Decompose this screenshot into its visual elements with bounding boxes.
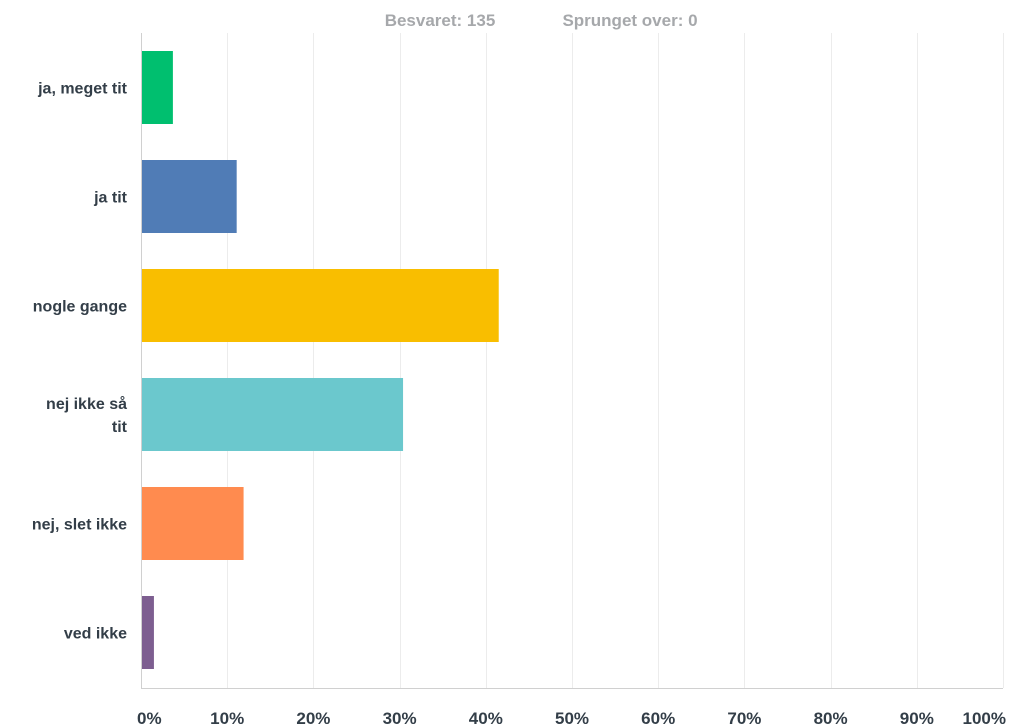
bars xyxy=(142,51,499,669)
x-tick-label: 100% xyxy=(963,709,1006,727)
category-label: ja tit xyxy=(93,190,128,207)
answered-count: Besvaret: 135 xyxy=(385,11,496,30)
category-label: ja, meget tit xyxy=(37,81,128,98)
category-label: nej ikke så tit xyxy=(46,395,128,436)
category-label: ved ikke xyxy=(64,626,127,643)
bar xyxy=(142,269,499,342)
bar xyxy=(142,160,237,233)
x-tick-label: 70% xyxy=(727,709,761,727)
x-tick-label: 90% xyxy=(900,709,934,727)
bar xyxy=(142,378,404,451)
bar xyxy=(142,51,173,124)
x-tick-label: 80% xyxy=(814,709,848,727)
x-tick-label: 60% xyxy=(641,709,675,727)
x-tick-label: 50% xyxy=(555,709,589,727)
x-tick-label: 10% xyxy=(210,709,244,727)
gridlines xyxy=(141,33,1004,689)
category-labels: ja, meget tit ja tit nogle gange nej ikke s… xyxy=(32,81,128,643)
x-tick-label: 30% xyxy=(383,709,417,727)
bar xyxy=(142,596,154,669)
category-label: nogle gange xyxy=(33,299,127,316)
skipped-count: Sprunget over: 0 xyxy=(562,11,697,30)
x-tick-label: 20% xyxy=(296,709,330,727)
category-label: nej, slet ikke xyxy=(32,517,127,534)
x-tick-label: 40% xyxy=(469,709,503,727)
bar xyxy=(142,487,244,560)
x-tick-label: 0% xyxy=(137,709,162,727)
x-axis-tick-labels: 0% 10% 20% 30% 40% 50% 60% 70% 80% 90% 100% xyxy=(137,709,1006,727)
